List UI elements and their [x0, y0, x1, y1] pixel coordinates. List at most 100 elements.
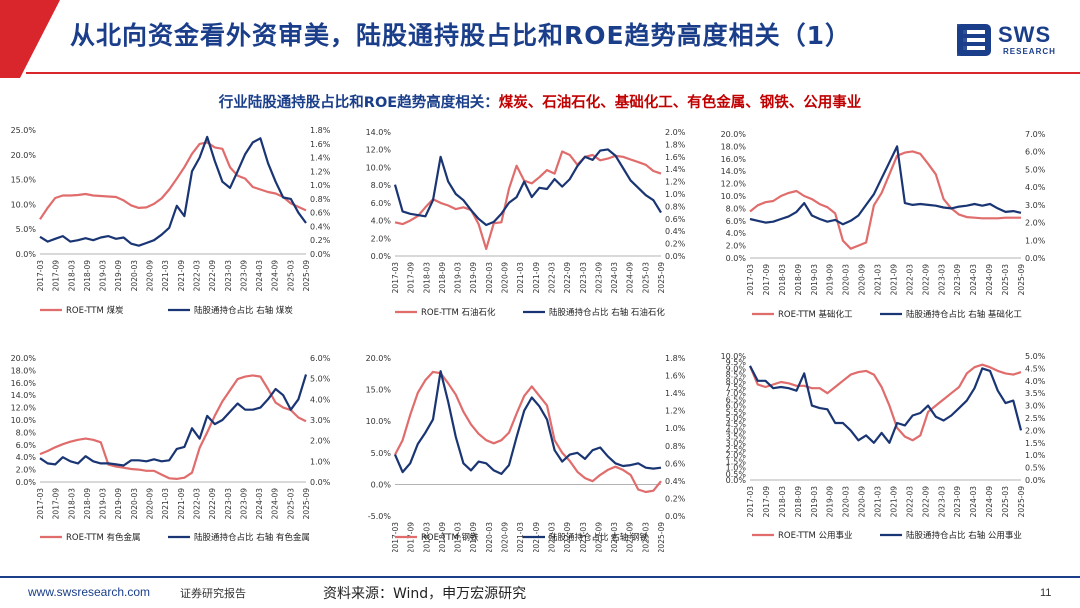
left-axis-tick-label: 8.5% [726, 371, 747, 380]
x-tick-label: 2020-09 [501, 262, 510, 294]
roe-series-line [39, 374, 307, 480]
right-axis-tick-label: 0.2% [665, 494, 686, 503]
left-axis-tick-label: 12.0% [721, 180, 747, 189]
x-tick-label: 2022-03 [192, 260, 201, 292]
right-axis-tick-label: 1.0% [1025, 451, 1046, 460]
left-axis-tick-label: 10.0% [366, 417, 392, 426]
right-axis-tick-label: 3.0% [1025, 402, 1046, 411]
left-axis-tick-label: 14.0% [366, 128, 392, 137]
x-tick-label: 2025-03 [1001, 486, 1010, 518]
right-axis-tick-label: 0.8% [310, 195, 331, 204]
right-axis-tick-label: 0.0% [310, 478, 331, 487]
right-axis-tick-label: 1.8% [665, 140, 686, 149]
right-axis-tick-label: 1.0% [1025, 236, 1046, 245]
left-axis-tick-label: 4.0% [726, 229, 747, 238]
x-tick-label: 2025-09 [1017, 264, 1026, 296]
right-axis-tick-label: 1.4% [665, 165, 686, 174]
x-tick-label: 2017-03 [746, 486, 755, 518]
x-tick-label: 2017-09 [52, 260, 61, 292]
x-tick-label: 2022-03 [547, 262, 556, 294]
x-tick-label: 2020-03 [130, 488, 139, 520]
left-axis-tick-label: 20.0% [721, 130, 747, 139]
right-axis-tick-label: 2.0% [310, 437, 331, 446]
left-axis-tick-label: 9.5% [726, 358, 747, 367]
footer-doc-type: 证券研究报告 [180, 587, 246, 600]
x-tick-label: 2020-03 [485, 262, 494, 294]
x-tick-label: 2018-09 [438, 262, 447, 294]
x-tick-label: 2020-03 [842, 486, 851, 518]
left-axis-tick-label: 3.0% [726, 439, 747, 448]
legend-holding-label: 陆股通持仓占比 右轴 煤炭 [194, 305, 293, 316]
right-axis-tick-label: 1.5% [1025, 439, 1046, 448]
left-axis-tick-label: 5.0% [371, 449, 392, 458]
x-tick-label: 2017-09 [762, 264, 771, 296]
x-tick-label: 2022-03 [547, 522, 556, 552]
right-axis-tick-label: 0.6% [665, 459, 686, 468]
x-tick-label: 2022-09 [208, 488, 217, 520]
left-axis-tick-label: 18.0% [11, 366, 37, 375]
left-axis-tick-label: 10.0% [11, 200, 37, 209]
legend-holding-label: 陆股通持仓占比 右轴 石油石化 [549, 307, 665, 318]
left-axis-tick-label: 4.5% [726, 420, 747, 429]
x-tick-label: 2025-03 [286, 488, 295, 520]
left-axis-tick-label: 7.5% [726, 383, 747, 392]
page-number: 11 [1040, 587, 1052, 599]
x-tick-label: 2024-03 [610, 262, 619, 294]
left-axis-tick-label: 16.0% [11, 379, 37, 388]
right-axis-tick-label: 0.0% [1025, 254, 1046, 263]
left-axis-tick-label: 10.0% [721, 192, 747, 201]
left-axis-tick-label: -5.0% [368, 512, 392, 521]
x-tick-label: 2020-03 [485, 522, 494, 552]
left-axis-tick-label: 10.0% [721, 352, 747, 361]
left-axis-tick-label: 0.0% [16, 478, 37, 487]
x-tick-label: 2023-03 [579, 522, 588, 552]
roe-series-line [749, 150, 1021, 250]
title-band-red-stripe [0, 0, 60, 78]
left-axis-tick-label: 8.0% [16, 428, 37, 437]
left-axis-tick-label: 18.0% [721, 142, 747, 151]
x-tick-label: 2018-09 [794, 264, 803, 296]
x-tick-label: 2023-09 [594, 522, 603, 552]
footer-url-link[interactable]: www.swsresearch.com [28, 585, 151, 599]
right-axis-tick-label: 3.5% [1025, 389, 1046, 398]
x-tick-label: 2025-03 [641, 262, 650, 294]
right-axis-tick-label: 6.0% [310, 354, 331, 363]
right-axis-tick-label: 2.0% [1025, 426, 1046, 435]
left-axis-tick-label: 6.5% [726, 395, 747, 404]
left-axis-tick-label: 2.0% [371, 234, 392, 243]
chart-petrochem: 0.0% 2.0% 4.0% 6.0% 8.0% 10.0% 12.0% 14.0% 0.0% 0… [366, 128, 686, 318]
chart-coal: 0.0% 5.0% 10.0% 15.0% 20.0% 25.0% 0.0% 0.2% 0.4%… [11, 126, 331, 316]
left-axis-tick-label: 0.0% [371, 252, 392, 261]
x-tick-label: 2020-09 [858, 486, 867, 518]
holding-series-line [393, 370, 662, 476]
left-axis-tick-label: 14.0% [721, 167, 747, 176]
right-axis-tick-label: 1.6% [665, 372, 686, 381]
right-axis-tick-label: 0.4% [665, 477, 686, 486]
x-tick-label: 2019-09 [469, 522, 478, 552]
roe-series-line [39, 141, 307, 220]
page-title: 从北向资金看外资审美，陆股通持股占比和ROE趋势高度相关（1） [70, 21, 851, 50]
sws-logo: SWS RESEARCH [955, 20, 1067, 60]
right-axis-tick-label: 1.2% [665, 178, 686, 187]
left-axis-tick-label: 2.0% [726, 242, 747, 251]
right-axis-tick-label: 1.0% [310, 457, 331, 466]
x-tick-label: 2021-03 [516, 522, 525, 552]
x-tick-label: 2019-03 [99, 260, 108, 292]
x-tick-label: 2019-09 [114, 488, 123, 520]
x-tick-label: 2018-03 [67, 260, 76, 292]
x-tick-label: 2024-09 [271, 260, 280, 292]
left-axis-tick-label: 1.0% [726, 464, 747, 473]
right-axis-tick-label: 4.0% [310, 395, 331, 404]
left-axis-tick-label: 8.0% [726, 377, 747, 386]
subtitle-highlight: 煤炭、石油石化、基础化工、有色金属、钢铁、公用事业 [498, 95, 862, 111]
legend-roe-label: ROE-TTM 钢铁 [421, 532, 479, 543]
x-tick-label: 2022-09 [563, 522, 572, 552]
x-tick-label: 2023-03 [937, 264, 946, 296]
holding-series-line [749, 145, 1022, 226]
left-axis-tick-label: 15.0% [366, 386, 392, 395]
x-tick-label: 2019-09 [469, 262, 478, 294]
x-tick-label: 2024-03 [969, 264, 978, 296]
logo-mark-icon [957, 24, 991, 56]
left-axis-tick-label: 2.0% [726, 451, 747, 460]
title-band [0, 0, 1080, 78]
